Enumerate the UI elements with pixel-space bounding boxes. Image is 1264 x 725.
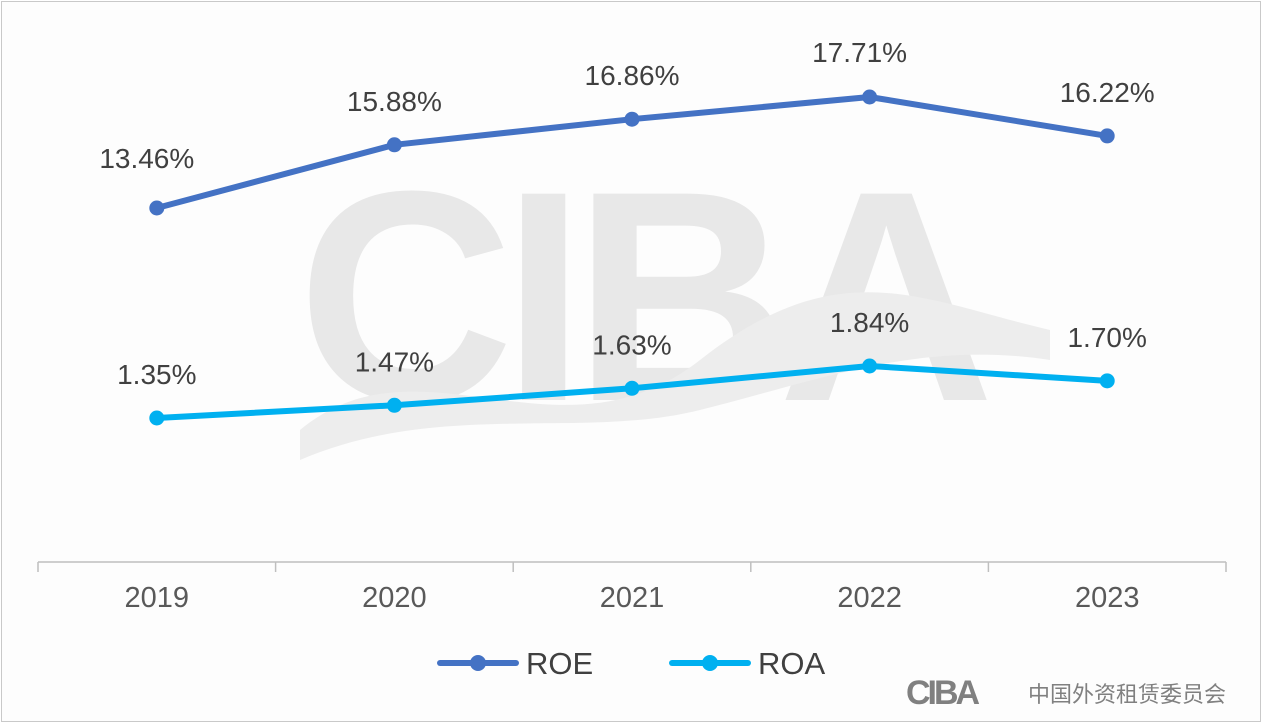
footer-org-name: 中国外资租赁委员会 [1028,683,1226,708]
data-label-roa: 1.35% [117,359,196,390]
x-axis: 2019 2020 2021 2022 2023 [37,561,1227,614]
watermark: CIBA [297,128,1050,464]
x-tick-label: 2020 [362,582,427,614]
data-label-roe: 13.46% [99,143,194,174]
data-label-roe: 16.22% [1060,77,1155,108]
legend-marker-roa [702,655,718,671]
data-point-roa [624,380,640,396]
data-label-roa: 1.47% [355,346,434,377]
legend-marker-roe [470,655,486,671]
data-point-roe [862,89,878,105]
data-label-roa: 1.63% [592,329,671,360]
data-labels: 13.46% 15.88% 16.86% 17.71% 16.22% 1.35% 1.47%… [99,37,1154,390]
series-layer [149,89,1115,426]
x-tick-label: 2019 [125,582,190,614]
x-tick-label: 2023 [1075,582,1140,614]
data-point-roa [386,397,402,413]
data-point-roe [149,200,165,216]
data-point-roe [624,111,640,127]
watermark-swoosh [300,292,1050,460]
data-label-roe: 17.71% [812,37,907,68]
legend: ROE ROA [437,646,826,681]
data-label-roa: 1.70% [1067,322,1146,353]
footer-logo: CIBA 中国外资租赁委员会 [906,674,1226,712]
data-point-roe [1099,128,1115,144]
x-tick-label: 2022 [837,582,902,614]
legend-label-roa: ROA [758,646,826,681]
data-label-roa: 1.84% [830,307,909,338]
footer-logo-mark: CIBA [906,674,980,712]
x-tick-label: 2021 [600,582,665,614]
data-label-roe: 16.86% [585,60,680,91]
legend-label-roe: ROE [526,646,593,681]
data-point-roa [862,358,878,374]
data-point-roe [386,137,402,153]
data-label-roe: 15.88% [347,86,442,117]
data-point-roa [1099,373,1115,389]
data-point-roa [149,410,165,426]
